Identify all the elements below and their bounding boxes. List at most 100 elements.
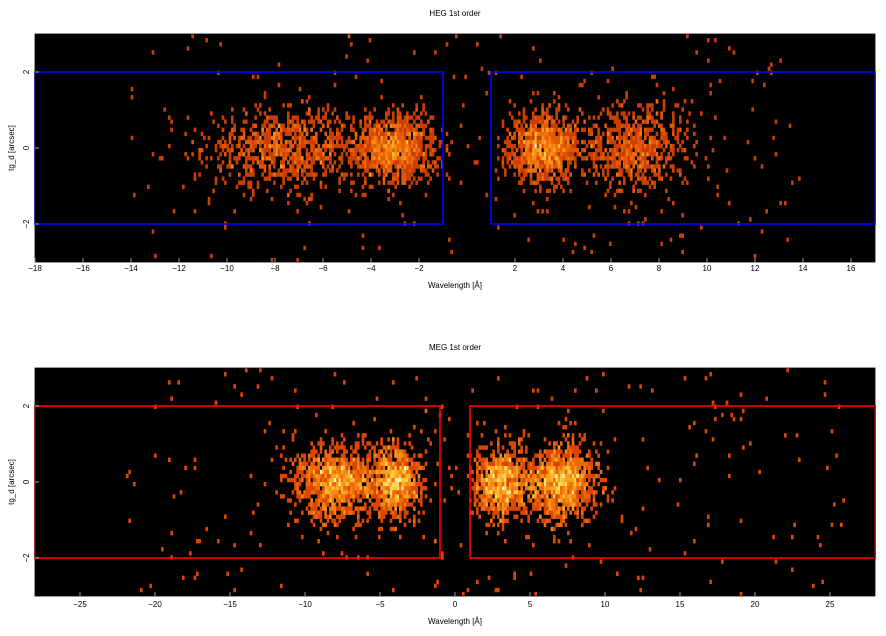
heatmap-cell: [571, 437, 575, 442]
heatmap-cell: [396, 437, 400, 442]
heatmap-cell: [413, 461, 416, 467]
heatmap-cell: [578, 107, 582, 112]
heatmap-cell: [543, 502, 547, 507]
heatmap-cell: [672, 152, 675, 157]
heatmap-cell: [296, 152, 299, 157]
heatmap-cell: [182, 184, 185, 190]
heatmap-cell: [371, 172, 374, 177]
heatmap-cell: [422, 168, 425, 173]
heatmap-cell: [242, 127, 246, 133]
heatmap-cell: [501, 502, 505, 507]
heatmap-cell: [548, 482, 551, 487]
heatmap-cell: [539, 143, 542, 149]
heatmap-cell: [415, 376, 418, 381]
heatmap-cell: [770, 70, 773, 76]
heatmap-cell: [522, 111, 526, 116]
heatmap-cell: [562, 237, 565, 242]
heatmap-cell: [392, 111, 395, 116]
heatmap-cell: [466, 473, 470, 479]
heatmap-cell: [317, 148, 320, 153]
heatmap-cell: [343, 123, 346, 128]
heatmap-cell: [336, 494, 339, 499]
heatmap-cell: [392, 445, 395, 450]
heatmap-cell: [368, 457, 372, 462]
heatmap-cell: [345, 449, 348, 454]
heatmap-cell: [368, 164, 372, 169]
heatmap-cell: [431, 131, 435, 137]
heatmap-cell: [662, 135, 666, 141]
heatmap-cell: [550, 135, 554, 141]
heatmap-cell: [718, 78, 722, 84]
heatmap-cell: [672, 143, 675, 149]
heatmap-cell: [429, 176, 432, 181]
heatmap-cell: [338, 498, 341, 503]
heatmap-cell: [427, 119, 430, 124]
heatmap-cell: [438, 156, 442, 161]
heatmap-cell: [347, 506, 351, 511]
heatmap-cell: [396, 457, 400, 462]
heatmap-cell: [578, 152, 582, 157]
heatmap-cell: [513, 131, 516, 137]
heatmap-cell: [231, 115, 234, 120]
x-tick-label: −20: [148, 600, 162, 609]
heatmap-cell: [660, 241, 663, 247]
heatmap-cell: [186, 46, 190, 51]
heatmap-cell: [238, 180, 241, 185]
heatmap-cell: [413, 518, 416, 524]
heatmap-cell: [289, 143, 292, 149]
heatmap-cell: [361, 245, 365, 251]
heatmap-cell: [539, 482, 542, 487]
heatmap-cell: [497, 587, 500, 593]
heatmap-cell: [161, 156, 164, 161]
heatmap-cell: [415, 131, 418, 137]
heatmap-cell: [200, 160, 204, 165]
heatmap-cell: [527, 156, 530, 161]
heatmap-cell: [361, 465, 365, 471]
heatmap-cell: [359, 119, 362, 124]
heatmap-cell: [408, 131, 411, 137]
heatmap-cell: [294, 139, 297, 145]
heatmap-cell: [326, 473, 330, 479]
heatmap-cell: [683, 156, 687, 161]
heatmap-cell: [476, 420, 479, 426]
heatmap-cell: [312, 160, 316, 165]
heatmap-cell: [791, 534, 794, 540]
heatmap-cell: [639, 176, 642, 181]
heatmap-cell: [532, 152, 535, 157]
heatmap-cell: [408, 518, 411, 524]
heatmap-cell: [529, 486, 533, 491]
heatmap-cell: [646, 152, 649, 157]
heatmap-cell: [422, 123, 425, 128]
heatmap-cell: [553, 498, 556, 503]
heatmap-cell: [578, 473, 582, 479]
heatmap-cell: [793, 522, 796, 528]
heatmap-cell: [557, 490, 561, 495]
heatmap-cell: [513, 156, 516, 161]
heatmap-cell: [478, 502, 481, 507]
heatmap-cell: [424, 143, 428, 149]
heatmap-cell: [625, 95, 628, 100]
heatmap-cell: [574, 461, 577, 467]
heatmap-cell: [317, 143, 320, 149]
heatmap-cell: [403, 506, 407, 511]
heatmap-cell: [564, 498, 568, 503]
heatmap-cell: [364, 180, 367, 185]
heatmap-cell: [525, 486, 528, 491]
heatmap-cell: [632, 139, 635, 145]
heatmap-cell: [548, 469, 551, 475]
heatmap-cell: [581, 486, 584, 491]
heatmap-cell: [375, 156, 379, 161]
heatmap-cell: [655, 164, 659, 169]
heatmap-cell: [245, 119, 248, 124]
heatmap-cell: [350, 148, 353, 153]
heatmap-cell: [380, 482, 383, 487]
heatmap-cell: [385, 498, 388, 503]
heatmap-cell: [567, 473, 570, 479]
heatmap-cell: [676, 168, 680, 173]
heatmap-cell: [532, 46, 535, 51]
heatmap-cell: [401, 131, 404, 137]
heatmap-cell: [205, 156, 208, 161]
heatmap-cell: [333, 473, 337, 479]
heatmap-cell: [305, 477, 309, 483]
heatmap-cell: [436, 164, 439, 169]
